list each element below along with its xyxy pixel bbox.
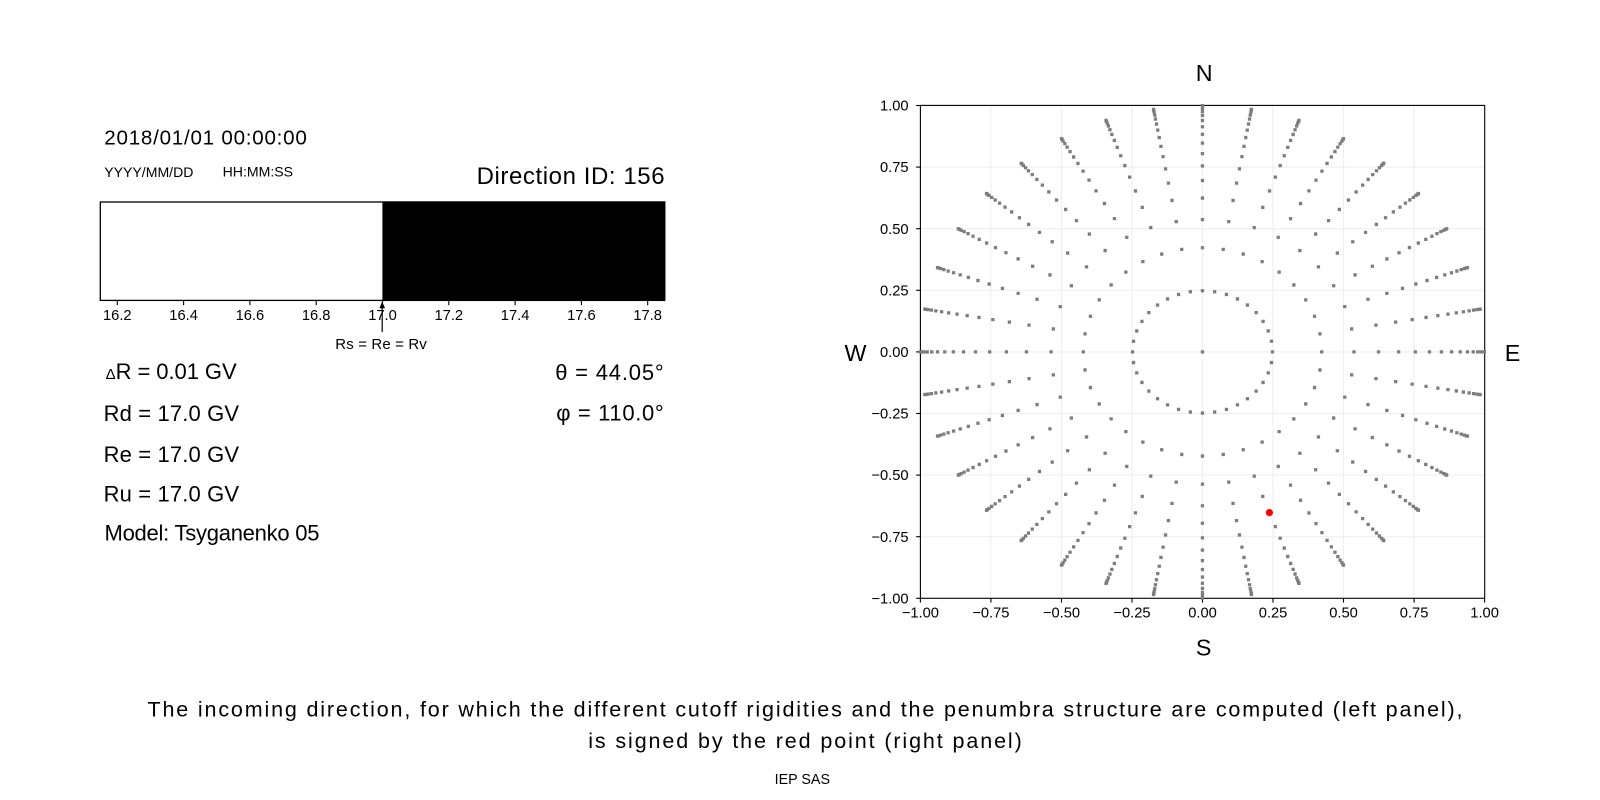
svg-text:16.4: 16.4	[169, 308, 198, 324]
svg-text:Direction ID: 156: Direction ID: 156	[477, 163, 665, 190]
svg-text:17.2: 17.2	[435, 308, 464, 324]
svg-text:16.6: 16.6	[236, 308, 265, 324]
svg-text:E: E	[1505, 340, 1521, 366]
svg-text:0.00: 0.00	[1188, 605, 1217, 621]
svg-text:−0.25: −0.25	[871, 407, 908, 423]
svg-text:θ = 44.05°: θ = 44.05°	[555, 360, 664, 385]
svg-text:1.00: 1.00	[880, 99, 909, 115]
svg-text:0.75: 0.75	[880, 160, 909, 176]
svg-text:0.50: 0.50	[1329, 605, 1358, 621]
svg-text:HH:MM:SS: HH:MM:SS	[223, 163, 293, 179]
svg-text:17.8: 17.8	[633, 308, 662, 324]
svg-text:0.25: 0.25	[880, 283, 909, 299]
svg-text:YYYY/MM/DD: YYYY/MM/DD	[104, 164, 193, 180]
svg-text:is signed by the red point (ri: is signed by the red point (right panel)	[588, 729, 1022, 753]
svg-text:−0.25: −0.25	[1113, 605, 1150, 621]
svg-text:−0.75: −0.75	[871, 530, 908, 546]
svg-text:−0.50: −0.50	[871, 468, 908, 484]
svg-text:N: N	[1196, 60, 1213, 86]
svg-text:ΔR = 0.01 GV: ΔR = 0.01 GV	[106, 359, 237, 384]
svg-text:φ = 110.0°: φ = 110.0°	[556, 400, 664, 425]
svg-text:Ru = 17.0 GV: Ru = 17.0 GV	[104, 482, 240, 507]
svg-text:16.2: 16.2	[103, 308, 132, 324]
svg-text:0.75: 0.75	[1400, 605, 1429, 621]
svg-text:17.6: 17.6	[567, 308, 596, 324]
svg-text:0.50: 0.50	[880, 222, 909, 238]
svg-text:1.00: 1.00	[1470, 605, 1499, 621]
svg-text:−1.00: −1.00	[902, 605, 939, 621]
svg-text:Rs = Re = Rv: Rs = Re = Rv	[335, 336, 427, 353]
svg-text:W: W	[845, 340, 867, 366]
svg-text:0.00: 0.00	[880, 345, 909, 361]
svg-text:−0.50: −0.50	[1043, 605, 1080, 621]
svg-text:2018/01/01 00:00:00: 2018/01/01 00:00:00	[104, 127, 306, 150]
svg-text:The incoming direction, for wh: The incoming direction, for which the di…	[148, 698, 1463, 722]
svg-text:Rd = 17.0 GV: Rd = 17.0 GV	[104, 401, 240, 426]
svg-text:16.8: 16.8	[302, 308, 331, 324]
svg-text:0.25: 0.25	[1259, 605, 1288, 621]
svg-text:Model: Tsyganenko 05: Model: Tsyganenko 05	[105, 521, 320, 546]
svg-text:S: S	[1196, 635, 1212, 661]
svg-text:Re = 17.0 GV: Re = 17.0 GV	[104, 442, 240, 467]
svg-text:IEP SAS: IEP SAS	[775, 772, 830, 788]
svg-text:−0.75: −0.75	[972, 605, 1009, 621]
svg-text:17.4: 17.4	[501, 308, 530, 324]
svg-text:−1.00: −1.00	[871, 591, 908, 607]
